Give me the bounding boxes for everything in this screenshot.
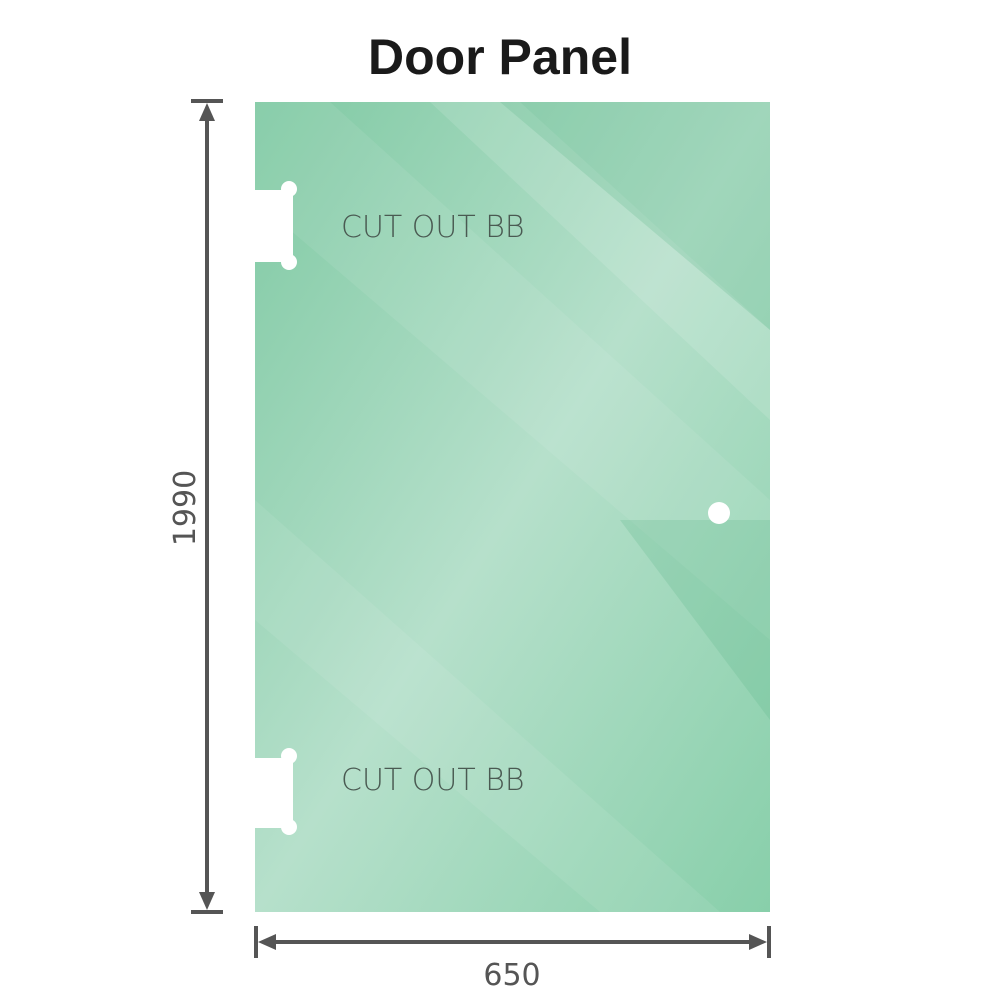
height-label: 1990 xyxy=(168,470,203,546)
cutout-label-top: CUT OUT BB xyxy=(341,210,525,245)
cutout-top xyxy=(255,181,297,270)
handle-hole xyxy=(708,502,730,524)
width-label: 650 xyxy=(483,958,540,993)
cutout-label-bottom: CUT OUT BB xyxy=(341,763,525,798)
diagram-title: Door Panel xyxy=(368,29,632,85)
height-dimension-line xyxy=(191,99,223,914)
glass-panel xyxy=(255,102,770,912)
cutout-bottom xyxy=(255,748,297,835)
width-dimension-line xyxy=(254,926,771,958)
